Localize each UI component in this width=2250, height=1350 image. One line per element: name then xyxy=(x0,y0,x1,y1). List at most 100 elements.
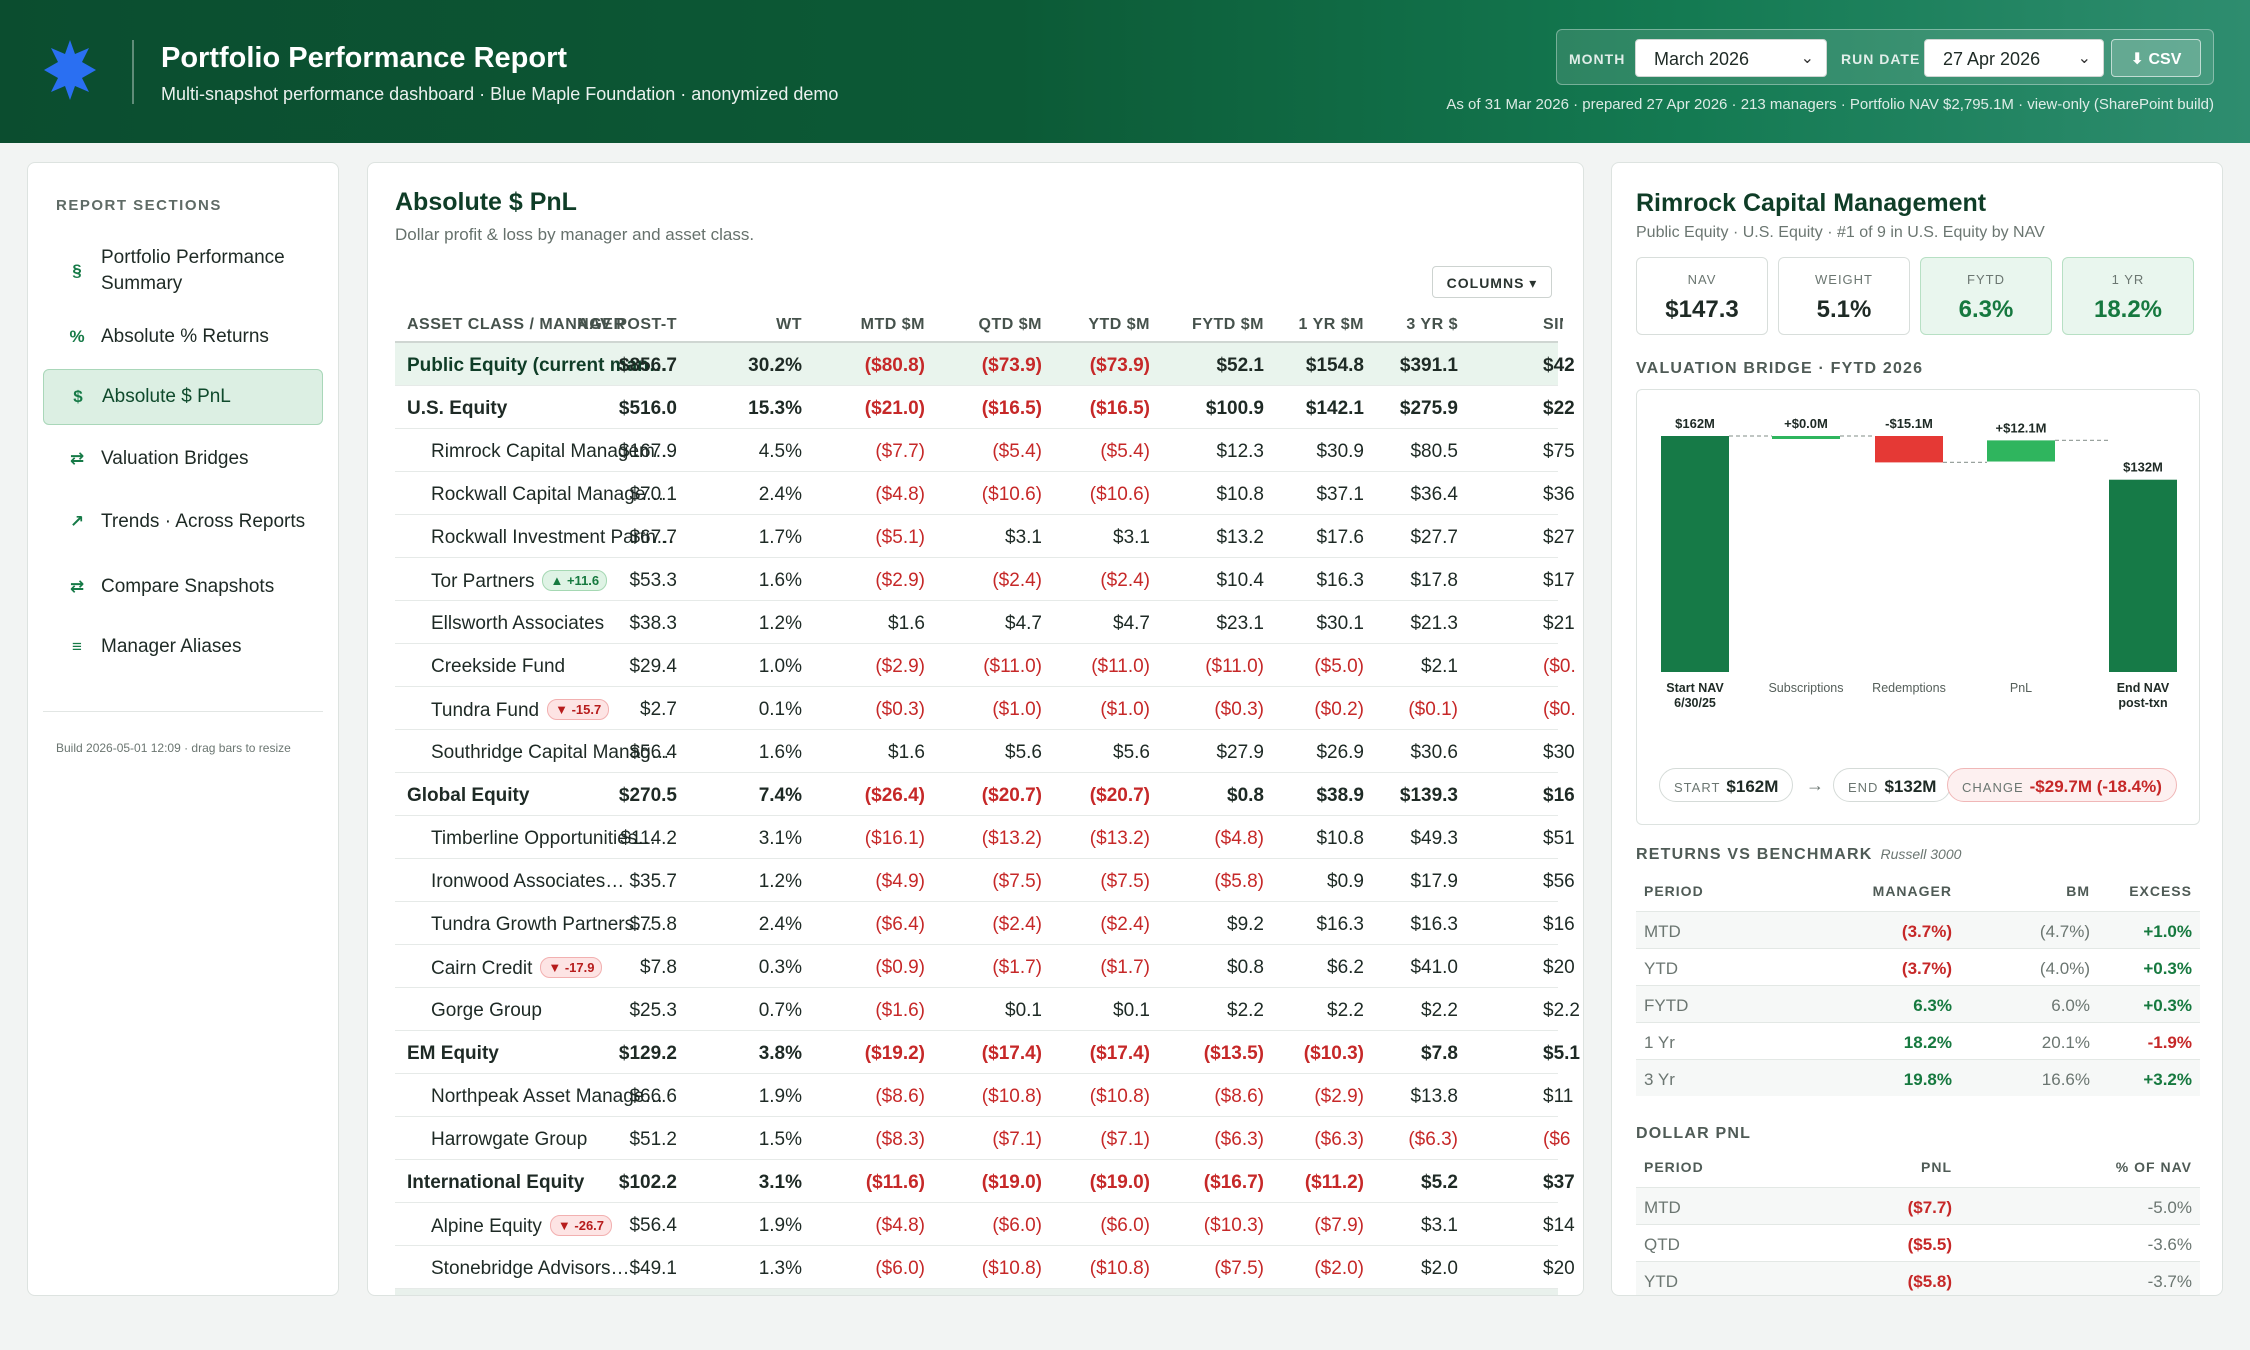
table-cell: ($5.0) xyxy=(1314,656,1364,677)
table-cell: $2.2 xyxy=(1227,1000,1264,1021)
table-cell: 2.4% xyxy=(758,484,802,505)
column-header[interactable]: SIN xyxy=(1543,316,1563,333)
run-date-select[interactable]: 27 Apr 2026 ⌄ xyxy=(1924,39,2104,77)
table-cell: $29.4 xyxy=(629,656,677,677)
table-row[interactable]: Rockwall Capital Manage… $70.1 2.4% ($4.8) (… xyxy=(395,472,1575,515)
sidebar-item-summary[interactable]: § Portfolio Performance Summary xyxy=(43,241,323,301)
sidebar-item-aliases[interactable]: ≡ Manager Aliases xyxy=(43,621,323,673)
table-row[interactable]: Northpeak Asset Manage… $66.6 1.9% ($8.6) ($… xyxy=(395,1074,1573,1117)
month-select[interactable]: March 2026 ⌄ xyxy=(1635,39,1827,77)
kpi-value: 6.3% xyxy=(1958,296,2014,323)
csv-export-button[interactable]: ⬇ CSV xyxy=(2111,39,2201,77)
table-row[interactable]: Harrowgate Group $51.2 1.5% ($8.3) ($7.1) ($7… xyxy=(395,1117,1570,1160)
bridge-bar[interactable] xyxy=(2109,479,2177,672)
column-header[interactable]: ASSET CLASS / MANAGER xyxy=(407,316,626,333)
table-cell: $11 xyxy=(1543,1086,1574,1107)
column-header[interactable]: 1 YR $M xyxy=(1298,316,1364,333)
table-row[interactable]: Stonebridge Advisors… $49.1 1.3% ($6.0) ($10… xyxy=(395,1246,1575,1289)
table-row[interactable]: Creekside Fund $29.4 1.0% ($2.9) ($11.0) ($11… xyxy=(395,644,1576,687)
column-header[interactable]: QTD $M xyxy=(978,316,1042,333)
table-row[interactable]: Ironwood Associates… $35.7 1.2% ($4.9) ($7.5… xyxy=(395,859,1575,902)
table-cell: $21.3 xyxy=(1410,613,1458,634)
sidebar-item-bridges[interactable]: ⇄ Valuation Bridges xyxy=(43,433,323,485)
section-subtitle: Dollar profit & loss by manager and asse… xyxy=(395,225,755,244)
returns-cell-excess: +0.3% xyxy=(2143,996,2192,1015)
sidebar-item-returns[interactable]: % Absolute % Returns xyxy=(43,311,323,363)
table-cell: $41.0 xyxy=(1410,957,1458,978)
table-row[interactable]: Tundra Growth Partners… $75.8 2.4% ($6.4) ($… xyxy=(395,902,1575,945)
row-name: Rockwall Investment Partn… xyxy=(431,527,681,549)
row-name: Southridge Capital Manag… xyxy=(431,742,681,764)
table-cell: 3.8% xyxy=(758,1043,802,1064)
table-row[interactable]: Southridge Capital Manag… $56.4 1.6% $1.6 $5… xyxy=(395,730,1575,773)
table-row[interactable]: Rockwall Investment Partn… $67.7 1.7% ($5.1… xyxy=(395,515,1575,558)
table-row[interactable]: Public Equity (current man… $856.7 30.2% ($… xyxy=(395,343,1575,386)
table-cell: $1.6 xyxy=(888,613,925,634)
table-cell: ($6.3) xyxy=(1314,1129,1364,1150)
table-cell: ($0.3) xyxy=(875,699,925,720)
table-row[interactable]: EM Equity $129.2 3.8% ($19.2) ($17.4) ($17.4)… xyxy=(395,1031,1580,1074)
run-date-select-value: 27 Apr 2026 xyxy=(1943,49,2041,69)
month-select-value: March 2026 xyxy=(1654,49,1750,69)
horizontal-scrollbar[interactable] xyxy=(395,1289,1558,1295)
end-value: $132M xyxy=(1884,777,1937,796)
column-header[interactable]: NAV POST-T xyxy=(577,316,677,333)
sidebar-item-label: Compare Snapshots xyxy=(101,576,275,597)
table-cell: $30 xyxy=(1543,742,1575,763)
returns-cell-bm: (4.0%) xyxy=(2039,959,2090,978)
row-name: Global Equity xyxy=(407,785,677,807)
table-cell: $102.2 xyxy=(618,1172,677,1193)
benchmark-name: Russell 3000 xyxy=(1880,846,1962,862)
pnl-column-header: PNL xyxy=(1921,1159,1952,1175)
table-row[interactable]: Timberline Opportunities… $114.2 3.1% ($16.… xyxy=(395,816,1575,859)
bridge-bar[interactable] xyxy=(1987,440,2055,462)
table-cell: $38.9 xyxy=(1316,785,1364,806)
table-row[interactable]: Tor Partners ▲ +11.6 $53.3 1.6% ($2.9) ($2.4)… xyxy=(395,558,1575,601)
table-row[interactable]: International Equity $102.2 3.1% ($11.6) ($1… xyxy=(395,1160,1575,1203)
column-header[interactable]: YTD $M xyxy=(1088,316,1150,333)
bridge-bar[interactable] xyxy=(1772,436,1840,439)
bridge-bar[interactable] xyxy=(1661,436,1729,672)
table-row[interactable]: Gorge Group $25.3 0.7% ($1.6) $0.1 $0.1 $2.2 $2… xyxy=(395,988,1580,1031)
table-row[interactable]: U.S. Equity $516.0 15.3% ($21.0) ($16.5) ($16… xyxy=(395,386,1575,429)
table-cell: ($13.2) xyxy=(1089,828,1150,849)
bridge-bar[interactable] xyxy=(1875,436,1943,463)
row-name-text: International Equity xyxy=(407,1172,585,1193)
sidebar-item-trends[interactable]: ↗ Trends · Across Reports xyxy=(43,491,323,553)
table-cell: $17.6 xyxy=(1316,527,1364,548)
sidebar-item-compare[interactable]: ⇄ Compare Snapshots xyxy=(43,561,323,613)
row-name: Ellsworth Associates xyxy=(431,613,681,635)
table-cell: $27 xyxy=(1543,527,1575,548)
table-row[interactable]: Rimrock Capital Managem… $167.9 4.5% ($7.7)… xyxy=(395,429,1575,472)
bridge-category-label: Subscriptions xyxy=(1768,681,1843,695)
table-row[interactable]: Tundra Fund ▼ -15.7 $2.7 0.1% ($0.3) ($1.0) ($… xyxy=(395,687,1576,730)
table-cell: 1.6% xyxy=(758,742,802,763)
table-cell: $16 xyxy=(1543,914,1575,935)
table-cell: $49.3 xyxy=(1410,828,1458,849)
sidebar-item-pnl[interactable]: $ Absolute $ PnL xyxy=(43,369,323,425)
table-cell: $17.8 xyxy=(1410,570,1458,591)
columns-button[interactable]: COLUMNS ▾ xyxy=(1432,266,1552,298)
valuation-bridge-chart: $162M Start NAV 6/30/25 +$0.0M Subscriptions… xyxy=(1636,389,2200,825)
table-cell: ($2.0) xyxy=(1314,1258,1364,1279)
table-row[interactable]: Alpine Equity ▼ -26.7 $56.4 1.9% ($4.8) ($6.0… xyxy=(395,1203,1575,1246)
bridge-value-label: $162M xyxy=(1675,416,1715,431)
table-row[interactable]: Ellsworth Associates $38.3 1.2% $1.6 $4.7 $4.… xyxy=(395,601,1575,644)
table-cell: ($4.8) xyxy=(875,484,925,505)
table-row[interactable]: Cairn Credit ▼ -17.9 $7.8 0.3% ($0.9) ($1.7) (… xyxy=(395,945,1575,988)
table-cell: $7.8 xyxy=(640,957,677,978)
column-header[interactable]: FYTD $M xyxy=(1192,316,1264,333)
swap-arrows-icon: ⇄ xyxy=(69,449,85,468)
returns-cell-excess: +0.3% xyxy=(2143,959,2192,978)
arrow-right-icon: → xyxy=(1806,775,1824,795)
change-label: CHANGE xyxy=(1962,780,2024,795)
table-cell: $6.2 xyxy=(1327,957,1364,978)
returns-cell-excess: +3.2% xyxy=(2143,1070,2192,1089)
column-header[interactable]: MTD $M xyxy=(860,316,925,333)
table-row[interactable]: Global Equity $270.5 7.4% ($26.4) ($20.7) ($2… xyxy=(395,773,1575,816)
column-header[interactable]: 3 YR $ xyxy=(1406,316,1458,333)
column-header[interactable]: WT xyxy=(776,316,802,333)
table-cell: ($7.1) xyxy=(1100,1129,1150,1150)
row-name-text: Southridge Capital Manag… xyxy=(431,742,670,763)
row-name: International Equity xyxy=(407,1172,677,1194)
